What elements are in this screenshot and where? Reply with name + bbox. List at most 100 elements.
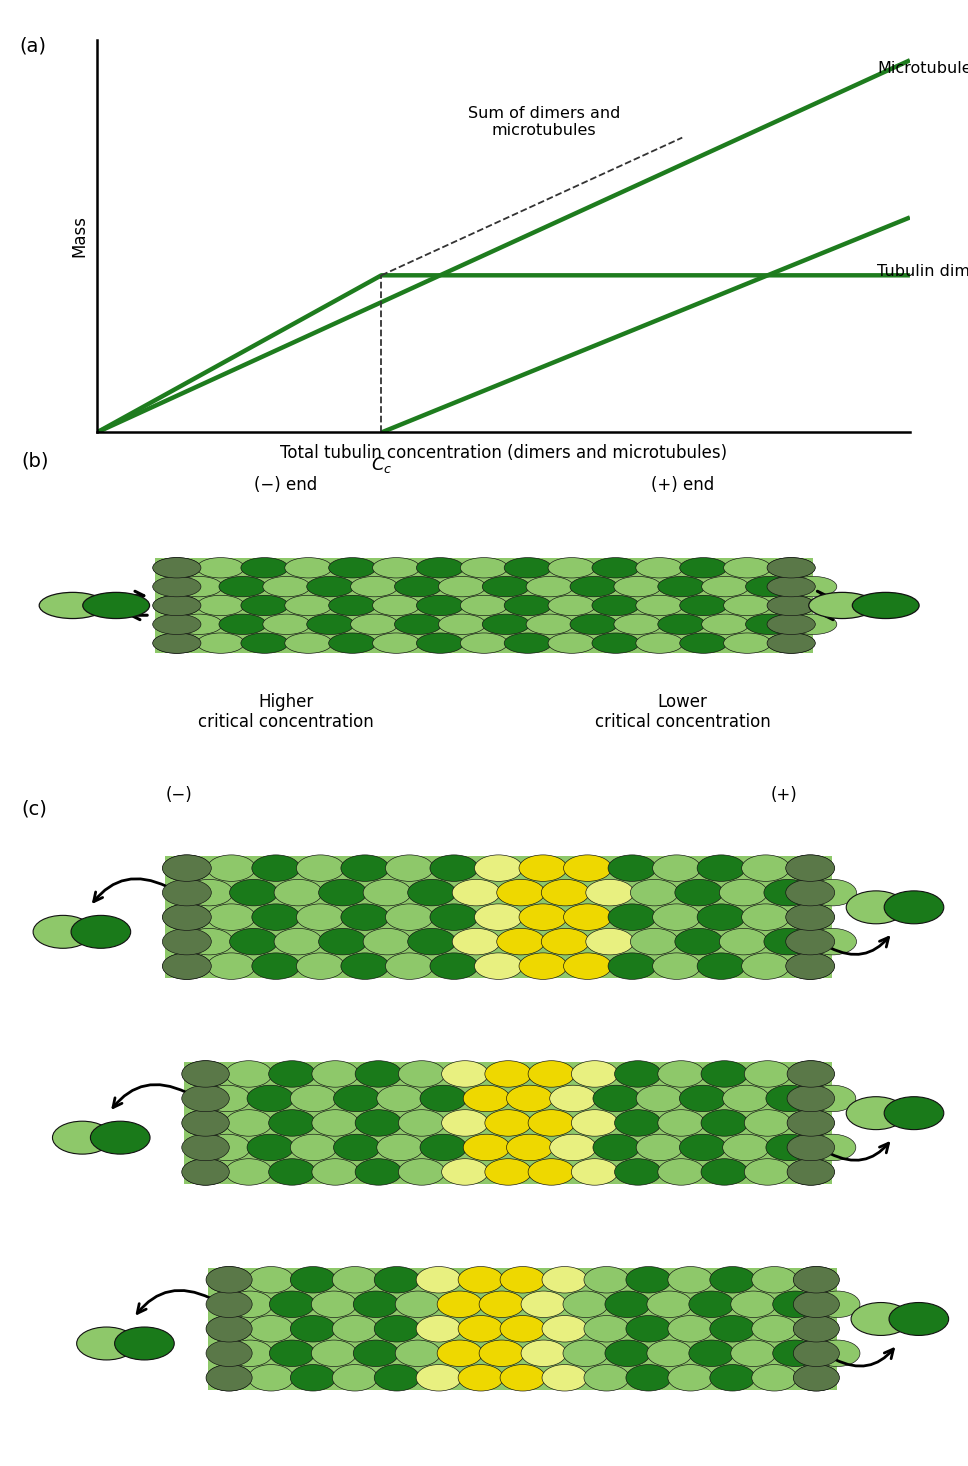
Ellipse shape <box>226 1158 272 1185</box>
Ellipse shape <box>630 880 679 906</box>
Ellipse shape <box>752 1365 797 1391</box>
Ellipse shape <box>794 1267 839 1293</box>
Ellipse shape <box>745 576 793 597</box>
Ellipse shape <box>395 614 441 635</box>
Ellipse shape <box>506 1135 553 1161</box>
Ellipse shape <box>71 915 131 949</box>
Ellipse shape <box>329 595 376 616</box>
Ellipse shape <box>626 1365 671 1391</box>
Ellipse shape <box>519 953 567 979</box>
Ellipse shape <box>809 1135 856 1161</box>
X-axis label: Total tubulin concentration (dimers and microtubules): Total tubulin concentration (dimers and … <box>280 444 727 462</box>
Ellipse shape <box>815 1292 860 1318</box>
Ellipse shape <box>680 1085 726 1111</box>
Ellipse shape <box>697 953 745 979</box>
Ellipse shape <box>395 1340 440 1366</box>
Ellipse shape <box>710 1267 755 1293</box>
Ellipse shape <box>458 1315 503 1341</box>
Ellipse shape <box>668 1365 713 1391</box>
Ellipse shape <box>416 633 464 654</box>
Ellipse shape <box>252 855 300 881</box>
Ellipse shape <box>658 1110 705 1136</box>
Ellipse shape <box>697 855 745 881</box>
Ellipse shape <box>269 1340 315 1366</box>
Ellipse shape <box>658 576 705 597</box>
Ellipse shape <box>586 928 634 954</box>
Ellipse shape <box>458 1267 503 1293</box>
Ellipse shape <box>219 576 266 597</box>
Ellipse shape <box>548 595 595 616</box>
Ellipse shape <box>334 1085 380 1111</box>
Ellipse shape <box>182 1061 228 1088</box>
Ellipse shape <box>439 614 486 635</box>
Ellipse shape <box>153 614 201 635</box>
Ellipse shape <box>652 953 701 979</box>
Ellipse shape <box>731 1340 776 1366</box>
Ellipse shape <box>794 1315 839 1341</box>
Ellipse shape <box>658 1158 705 1185</box>
Ellipse shape <box>355 1158 402 1185</box>
Ellipse shape <box>608 953 656 979</box>
Ellipse shape <box>182 1110 229 1136</box>
Ellipse shape <box>227 1340 273 1366</box>
Ellipse shape <box>182 1135 229 1161</box>
Ellipse shape <box>263 614 310 635</box>
Ellipse shape <box>702 614 749 635</box>
Ellipse shape <box>710 1315 755 1341</box>
Ellipse shape <box>787 1135 834 1161</box>
Ellipse shape <box>377 1135 423 1161</box>
Ellipse shape <box>563 905 612 931</box>
Text: (+): (+) <box>771 786 798 805</box>
Ellipse shape <box>163 953 211 979</box>
Ellipse shape <box>33 915 93 949</box>
Ellipse shape <box>153 576 201 597</box>
Ellipse shape <box>163 855 211 881</box>
Ellipse shape <box>852 592 919 619</box>
Ellipse shape <box>675 880 723 906</box>
Ellipse shape <box>182 1158 229 1185</box>
Ellipse shape <box>363 880 411 906</box>
Ellipse shape <box>464 1135 510 1161</box>
Ellipse shape <box>185 880 233 906</box>
Ellipse shape <box>680 595 727 616</box>
Ellipse shape <box>527 614 573 635</box>
Ellipse shape <box>608 855 656 881</box>
Ellipse shape <box>790 614 836 635</box>
Text: $C_c$: $C_c$ <box>371 456 392 475</box>
Ellipse shape <box>786 855 834 881</box>
Ellipse shape <box>479 1340 525 1366</box>
Ellipse shape <box>786 928 834 954</box>
Ellipse shape <box>420 1085 467 1111</box>
Ellipse shape <box>385 905 434 931</box>
Ellipse shape <box>206 1340 253 1366</box>
Ellipse shape <box>571 1061 618 1088</box>
Ellipse shape <box>452 880 500 906</box>
Ellipse shape <box>182 1085 229 1111</box>
Ellipse shape <box>296 855 345 881</box>
Ellipse shape <box>787 1158 834 1185</box>
Ellipse shape <box>350 576 398 597</box>
Ellipse shape <box>766 1135 812 1161</box>
Ellipse shape <box>680 633 727 654</box>
Ellipse shape <box>318 880 367 906</box>
Ellipse shape <box>794 1267 839 1293</box>
Ellipse shape <box>647 1340 692 1366</box>
Ellipse shape <box>593 1085 640 1111</box>
Ellipse shape <box>744 1158 791 1185</box>
Ellipse shape <box>741 905 790 931</box>
Ellipse shape <box>274 880 322 906</box>
Ellipse shape <box>252 953 300 979</box>
Ellipse shape <box>373 557 420 578</box>
Ellipse shape <box>563 855 612 881</box>
Ellipse shape <box>772 1292 818 1318</box>
Ellipse shape <box>786 855 834 881</box>
Ellipse shape <box>497 928 545 954</box>
Ellipse shape <box>153 595 201 616</box>
Ellipse shape <box>794 1340 839 1366</box>
Ellipse shape <box>570 576 618 597</box>
Ellipse shape <box>809 1085 856 1111</box>
Ellipse shape <box>290 1085 337 1111</box>
Ellipse shape <box>541 880 590 906</box>
Ellipse shape <box>550 1085 596 1111</box>
Ellipse shape <box>285 557 332 578</box>
